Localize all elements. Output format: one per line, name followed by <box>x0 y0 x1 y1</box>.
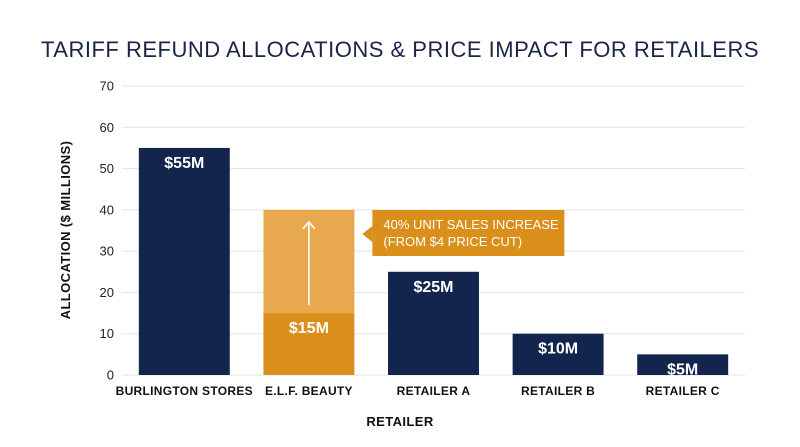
callout-box <box>372 210 565 256</box>
bar-data-label: $10M <box>538 341 578 358</box>
x-axis-ticks: BURLINGTON STORES E.L.F. BEAUTY RETAILER A… <box>116 384 720 398</box>
y-tick-label: 10 <box>100 326 114 341</box>
bar <box>512 333 604 375</box>
bar <box>388 271 479 375</box>
y-tick-label: 40 <box>100 202 114 217</box>
y-tick-label: 30 <box>100 244 114 259</box>
x-tick-label: E.L.F. BEAUTY <box>265 384 353 398</box>
y-tick-label: 70 <box>100 79 114 94</box>
x-tick-label: RETAILER C <box>646 384 720 398</box>
bar-data-label: $15M <box>289 320 329 337</box>
y-tick-label: 20 <box>100 285 114 300</box>
y-tick-label: 50 <box>100 161 114 176</box>
callout-text: (FROM $4 PRICE CUT) <box>383 234 522 249</box>
arrow-head-icon <box>302 220 316 230</box>
x-tick-label: BURLINGTON STORES <box>116 384 253 398</box>
callout-pointer <box>362 226 373 242</box>
y-tick-label: 0 <box>107 368 114 383</box>
y-axis-label: ALLOCATION ($ MILLIONS) <box>58 141 73 320</box>
x-tick-label: RETAILER B <box>521 384 595 398</box>
x-axis-label: RETAILER <box>366 414 433 429</box>
callout-text: 40% UNIT SALES INCREASE <box>383 217 559 232</box>
bar <box>637 354 729 375</box>
bar <box>138 147 230 375</box>
bar <box>263 313 355 375</box>
y-axis-ticks: 0 10 20 30 40 50 60 70 <box>100 79 114 383</box>
x-tick-label: RETAILER A <box>397 384 471 398</box>
bars: $55M $15M $25M $10M $5M <box>138 147 729 378</box>
bar-data-label: $25M <box>413 279 453 296</box>
chart-title: TARIFF REFUND ALLOCATIONS & PRICE IMPACT… <box>41 37 759 62</box>
annotation: 40% UNIT SALES INCREASE (FROM $4 PRICE CU… <box>362 210 565 256</box>
bar-data-label: $5M <box>667 361 698 378</box>
y-tick-label: 60 <box>100 120 114 135</box>
bar-data-label: $55M <box>164 155 204 172</box>
